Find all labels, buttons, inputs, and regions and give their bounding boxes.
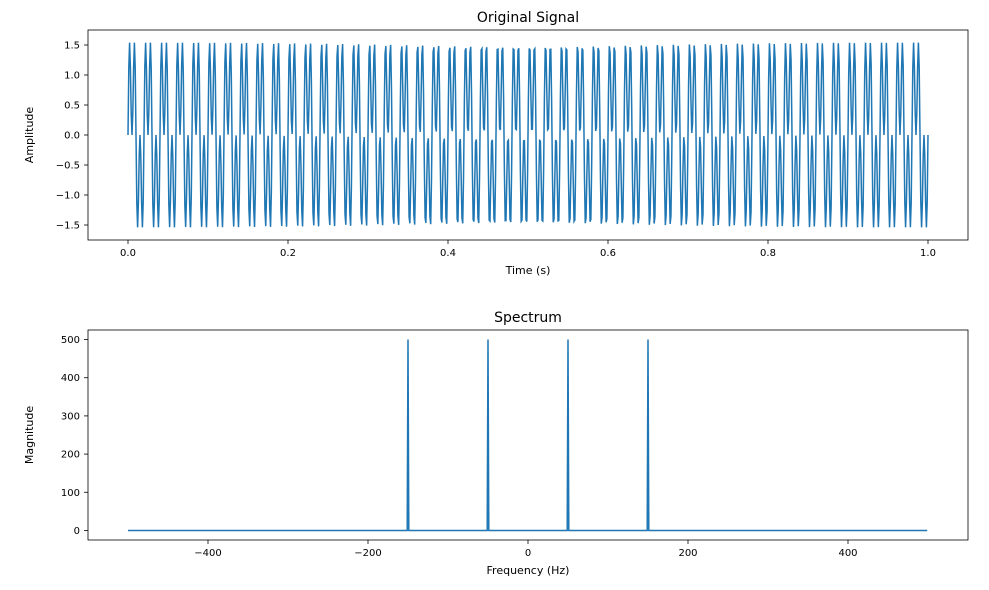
y-tick-label: 400 (61, 373, 80, 384)
signal-line (128, 43, 928, 228)
chart-title: Spectrum (494, 310, 562, 326)
y-tick-label: −1.5 (56, 221, 80, 232)
bottom-chart: −400 −200 0 200 400 0 100 200 300 400 500 Frequency… (23, 310, 968, 577)
y-tick-label: 300 (61, 411, 80, 422)
y-tick-label: 0 (74, 526, 80, 537)
y-tick-label: −0.5 (56, 161, 80, 172)
y-tick-label: −1.0 (56, 191, 80, 202)
y-tick-label: 0.5 (64, 101, 80, 112)
y-tick-label: 1.5 (64, 41, 80, 52)
y-axis-label: Amplitude (23, 107, 36, 164)
x-axis-label: Time (s) (505, 264, 551, 277)
y-tick-label: 200 (61, 450, 80, 461)
y-tick-label: 100 (61, 488, 80, 499)
x-tick-label: −400 (194, 548, 221, 559)
x-tick-label: 1.0 (920, 248, 936, 259)
axes-frame (88, 330, 968, 540)
x-axis-label: Frequency (Hz) (487, 564, 570, 577)
x-tick-label: 200 (678, 548, 697, 559)
x-tick-label: 0.4 (440, 248, 456, 259)
x-tick-label: 400 (838, 548, 857, 559)
figure-svg: 0.0 0.2 0.4 0.6 0.8 1.0 −1.5 −1.0 −0.5 0.0 0.5 1.0 1… (0, 0, 989, 590)
y-axis-label: Magnitude (23, 406, 36, 465)
figure: 0.0 0.2 0.4 0.6 0.8 1.0 −1.5 −1.0 −0.5 0.0 0.5 1.0 1… (0, 0, 989, 590)
x-tick-label: 0.2 (280, 248, 296, 259)
spectrum-line (128, 340, 927, 531)
x-tick-label: 0.8 (760, 248, 776, 259)
top-chart: 0.0 0.2 0.4 0.6 0.8 1.0 −1.5 −1.0 −0.5 0.0 0.5 1.0 1… (23, 10, 968, 277)
y-tick-label: 0.0 (64, 131, 80, 142)
chart-title: Original Signal (477, 10, 579, 26)
x-tick-label: 0.0 (120, 248, 136, 259)
y-tick-label: 500 (61, 335, 80, 346)
x-tick-label: 0.6 (600, 248, 616, 259)
x-tick-label: 0 (525, 548, 531, 559)
x-tick-label: −200 (354, 548, 381, 559)
y-tick-label: 1.0 (64, 71, 80, 82)
